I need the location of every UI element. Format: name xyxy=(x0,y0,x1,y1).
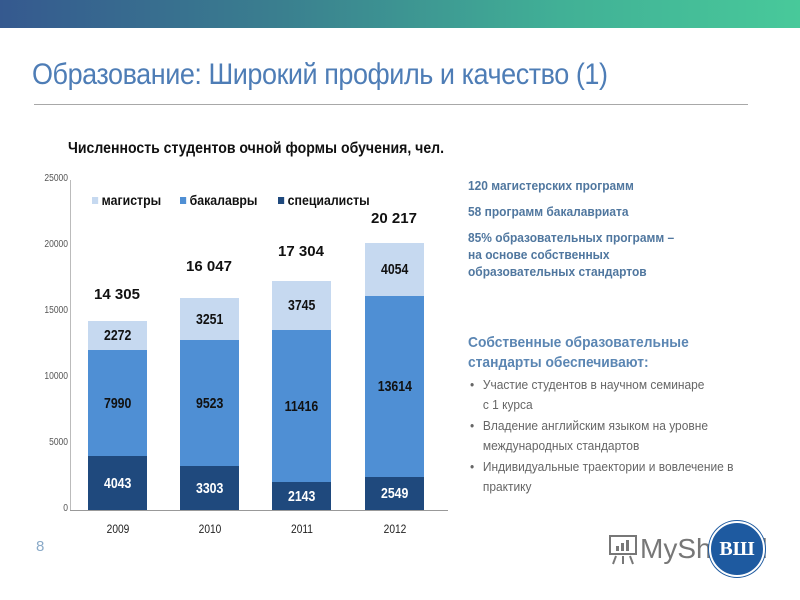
x-label-2009: 2009 xyxy=(106,522,130,536)
y-tick: 10000 xyxy=(44,371,68,382)
bullet-icon: • xyxy=(470,459,475,474)
bar-2012-bachelors: 13614 xyxy=(365,296,424,477)
page-number: 8 xyxy=(36,538,45,555)
bullet-icon: • xyxy=(470,418,475,433)
legend-item-specialists: специалисты xyxy=(278,192,370,208)
legend-swatch xyxy=(278,196,285,204)
title-divider xyxy=(34,104,748,105)
x-axis xyxy=(70,510,448,511)
bar-2010-bachelors: 9523 xyxy=(180,340,239,466)
bar-total-2012: 20 217 xyxy=(371,210,417,227)
x-label-2010: 2010 xyxy=(198,522,222,536)
bar-2011-masters: 3745 xyxy=(272,281,331,330)
slide-title: Образование: Широкий профиль и качество … xyxy=(32,58,608,91)
bar-total-2009: 14 305 xyxy=(94,286,140,303)
y-tick: 15000 xyxy=(44,305,68,316)
fact-masters-programs: 120 магистерских программ xyxy=(468,178,634,193)
bar-2010-specialists: 3303 xyxy=(180,466,239,510)
fact-own-standards-line3: образовательных стандартов xyxy=(468,264,647,279)
bullet-item: • Участие студентов в научном семинаре с … xyxy=(470,377,705,412)
legend-swatch xyxy=(92,196,99,204)
fact-own-standards-line2: на основе собственных xyxy=(468,247,610,262)
bar-2011-specialists: 2143 xyxy=(272,482,331,510)
bar-2009-specialists: 4043 xyxy=(88,456,147,510)
bar-2009-masters: 2272 xyxy=(88,321,147,350)
legend-item-masters: магистры xyxy=(92,192,161,208)
bar-2012-specialists: 2549 xyxy=(365,477,424,510)
y-tick: 20000 xyxy=(44,239,68,250)
x-label-2012: 2012 xyxy=(383,522,407,536)
y-tick: 0 xyxy=(63,503,68,514)
bar-total-2011: 17 304 xyxy=(278,243,324,260)
bullet-item: • Индивидуальные траектории и вовлечение … xyxy=(470,459,734,494)
bullet-icon: • xyxy=(470,377,475,392)
x-label-2011: 2011 xyxy=(291,522,313,536)
top-gradient-bar xyxy=(0,0,800,28)
bar-2012-masters: 4054 xyxy=(365,243,424,296)
bullet-item: • Владение английским языком на уровне ме… xyxy=(470,418,708,453)
fact-bachelor-programs: 58 программ бакалавриата xyxy=(468,204,629,219)
fact-own-standards-line1: 85% образовательных программ – xyxy=(468,230,675,245)
presentation-board-icon xyxy=(609,535,637,565)
bar-2009-bachelors: 7990 xyxy=(88,350,147,456)
y-axis xyxy=(70,180,71,510)
bar-total-2010: 16 047 xyxy=(186,258,232,275)
y-tick: 5000 xyxy=(49,437,68,448)
stacked-bar-chart: Численность студентов очной формы обучен… xyxy=(44,140,448,536)
chart-title: Численность студентов очной формы обучен… xyxy=(68,140,445,157)
bar-2010-masters: 3251 xyxy=(180,298,239,340)
bar-2011-bachelors: 11416 xyxy=(272,330,331,482)
legend-swatch xyxy=(180,196,187,204)
y-tick: 25000 xyxy=(44,173,68,184)
standards-heading: Собственные образовательные стандарты об… xyxy=(468,334,689,371)
hse-logo: ВШ xyxy=(709,521,765,577)
legend-item-bachelors: бакалавры xyxy=(180,192,257,208)
